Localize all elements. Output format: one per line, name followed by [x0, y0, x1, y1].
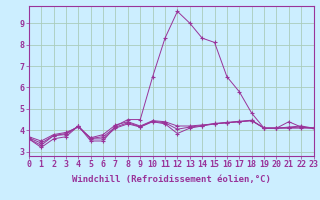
- X-axis label: Windchill (Refroidissement éolien,°C): Windchill (Refroidissement éolien,°C): [72, 175, 271, 184]
